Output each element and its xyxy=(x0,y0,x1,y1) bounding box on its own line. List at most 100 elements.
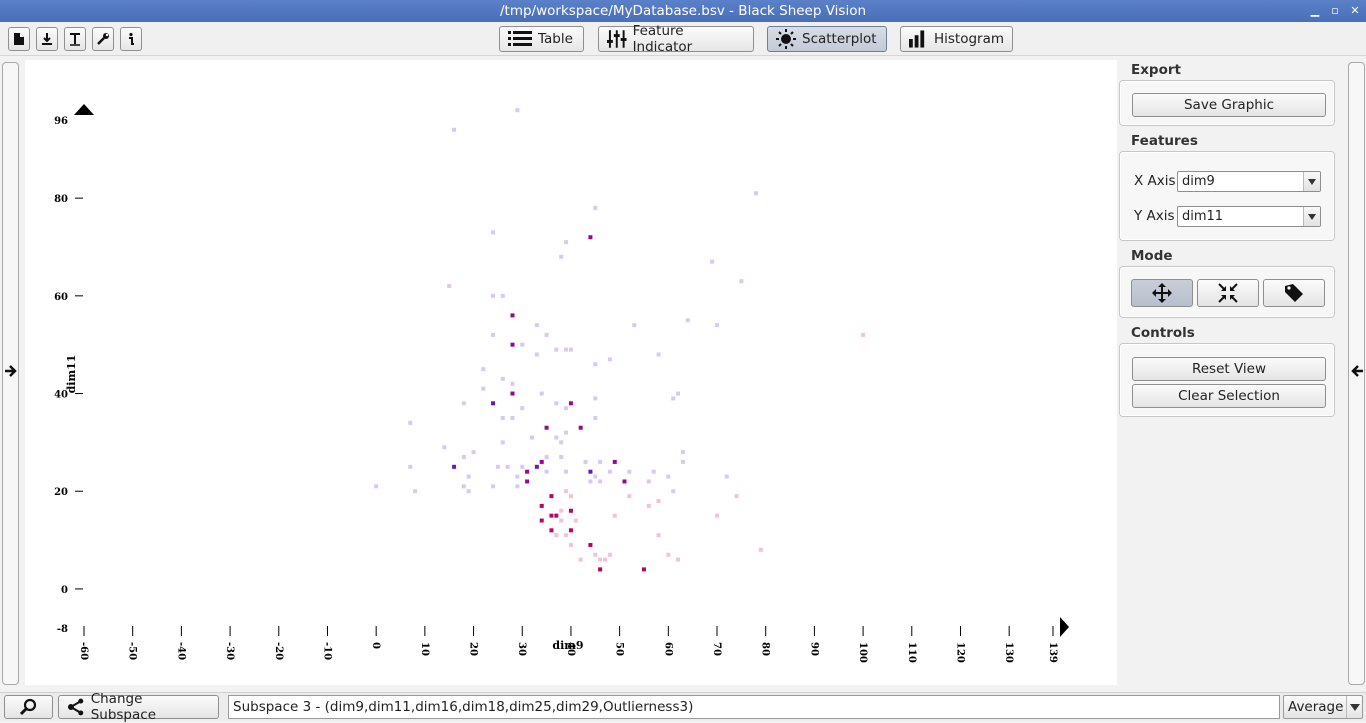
scatter-point[interactable] xyxy=(510,381,515,386)
scatter-point[interactable] xyxy=(515,474,520,479)
scatter-point[interactable] xyxy=(559,254,564,259)
scatter-point[interactable] xyxy=(593,552,598,557)
text-tool-button[interactable] xyxy=(64,27,86,51)
scatter-point[interactable] xyxy=(724,474,729,479)
scatter-point[interactable] xyxy=(539,459,544,464)
scatter-point[interactable] xyxy=(607,552,612,557)
scatter-point[interactable] xyxy=(495,464,500,469)
scatter-point[interactable] xyxy=(564,347,569,352)
scatter-point[interactable] xyxy=(598,479,603,484)
reset-view-button[interactable]: Reset View xyxy=(1132,357,1326,381)
scatter-point[interactable] xyxy=(632,323,637,328)
scatter-point[interactable] xyxy=(598,557,603,562)
tab-histogram[interactable]: Histogram xyxy=(900,26,1013,52)
scatter-point[interactable] xyxy=(588,469,593,474)
scatter-point[interactable] xyxy=(593,205,598,210)
scatter-point[interactable] xyxy=(578,557,583,562)
search-button[interactable] xyxy=(4,695,53,719)
scatter-point[interactable] xyxy=(539,391,544,396)
scatter-point[interactable] xyxy=(656,533,661,538)
scatter-point[interactable] xyxy=(573,518,578,523)
scatter-point[interactable] xyxy=(554,347,559,352)
scatter-point[interactable] xyxy=(520,406,525,411)
scatter-point[interactable] xyxy=(588,479,593,484)
scatter-point[interactable] xyxy=(641,567,646,572)
scatter-point[interactable] xyxy=(627,494,632,499)
scatter-point[interactable] xyxy=(491,332,496,337)
scatter-point[interactable] xyxy=(666,552,671,557)
scatter-point[interactable] xyxy=(491,484,496,489)
scatter-point[interactable] xyxy=(564,406,569,411)
data-points[interactable] xyxy=(374,108,866,572)
scatter-point[interactable] xyxy=(374,484,379,489)
scatter-point[interactable] xyxy=(612,513,617,518)
select-mode-button[interactable] xyxy=(1263,279,1325,307)
scatter-point[interactable] xyxy=(408,420,413,425)
scatter-point[interactable] xyxy=(593,396,598,401)
scatter-point[interactable] xyxy=(758,547,763,552)
scatter-point[interactable] xyxy=(671,489,676,494)
scatter-point[interactable] xyxy=(671,396,676,401)
maximize-icon[interactable]: ▫ xyxy=(1331,4,1339,17)
scatter-point[interactable] xyxy=(578,425,583,430)
x-axis-select[interactable]: dim9 xyxy=(1177,171,1321,192)
minimize-icon[interactable]: ▁ xyxy=(1310,4,1320,17)
scatter-point[interactable] xyxy=(500,415,505,420)
scatter-point[interactable] xyxy=(544,425,549,430)
scatter-point[interactable] xyxy=(861,332,866,337)
scatter-point[interactable] xyxy=(500,293,505,298)
scatter-point[interactable] xyxy=(452,464,457,469)
scatter-point[interactable] xyxy=(568,347,573,352)
scatter-point[interactable] xyxy=(739,279,744,284)
scatter-point[interactable] xyxy=(413,489,418,494)
scatter-point[interactable] xyxy=(525,479,530,484)
scatter-point[interactable] xyxy=(544,455,549,460)
scatter-point[interactable] xyxy=(452,127,457,132)
scatter-point[interactable] xyxy=(598,459,603,464)
settings-button[interactable] xyxy=(92,27,114,51)
scatter-point[interactable] xyxy=(588,235,593,240)
scatter-point[interactable] xyxy=(461,455,466,460)
change-subspace-button[interactable]: Change Subspace xyxy=(58,691,219,723)
scatter-point[interactable] xyxy=(481,386,486,391)
info-button[interactable] xyxy=(120,27,142,51)
scatter-point[interactable] xyxy=(534,323,539,328)
scatter-point[interactable] xyxy=(408,464,413,469)
scatter-point[interactable] xyxy=(710,259,715,264)
scatter-point[interactable] xyxy=(564,489,569,494)
scatter-point[interactable] xyxy=(676,557,681,562)
subspace-field[interactable]: Subspace 3 - (dim9,dim11,dim16,dim18,dim… xyxy=(228,695,1280,719)
scatter-point[interactable] xyxy=(622,479,627,484)
close-icon[interactable]: ✕ xyxy=(1350,4,1360,17)
scatter-point[interactable] xyxy=(715,513,720,518)
scatter-point[interactable] xyxy=(554,533,559,538)
scatter-point[interactable] xyxy=(680,459,685,464)
scatter-point[interactable] xyxy=(568,508,573,513)
zoom-mode-button[interactable] xyxy=(1197,279,1259,307)
tab-table[interactable]: Table xyxy=(499,26,584,52)
save-graphic-button[interactable]: Save Graphic xyxy=(1132,93,1326,117)
scatter-point[interactable] xyxy=(588,542,593,547)
scatter-point[interactable] xyxy=(520,342,525,347)
pan-mode-button[interactable] xyxy=(1131,279,1193,307)
scatter-point[interactable] xyxy=(515,484,520,489)
scatter-point[interactable] xyxy=(680,450,685,455)
scatter-point[interactable] xyxy=(491,230,496,235)
scatter-point[interactable] xyxy=(544,469,549,474)
scatter-point[interactable] xyxy=(491,293,496,298)
import-button[interactable] xyxy=(36,27,58,51)
scatter-point[interactable] xyxy=(539,518,544,523)
new-file-button[interactable] xyxy=(8,27,30,51)
left-collapse-strip[interactable] xyxy=(2,62,19,685)
scatter-point[interactable] xyxy=(534,464,539,469)
scatter-point[interactable] xyxy=(564,469,569,474)
aggregate-select[interactable]: Average xyxy=(1283,695,1363,719)
scatter-point[interactable] xyxy=(734,494,739,499)
scatter-point[interactable] xyxy=(666,474,671,479)
scatter-point[interactable] xyxy=(603,557,608,562)
scatter-point[interactable] xyxy=(549,513,554,518)
scatter-point[interactable] xyxy=(568,542,573,547)
scatter-point[interactable] xyxy=(598,567,603,572)
scatter-point[interactable] xyxy=(447,284,452,289)
scatter-point[interactable] xyxy=(554,401,559,406)
